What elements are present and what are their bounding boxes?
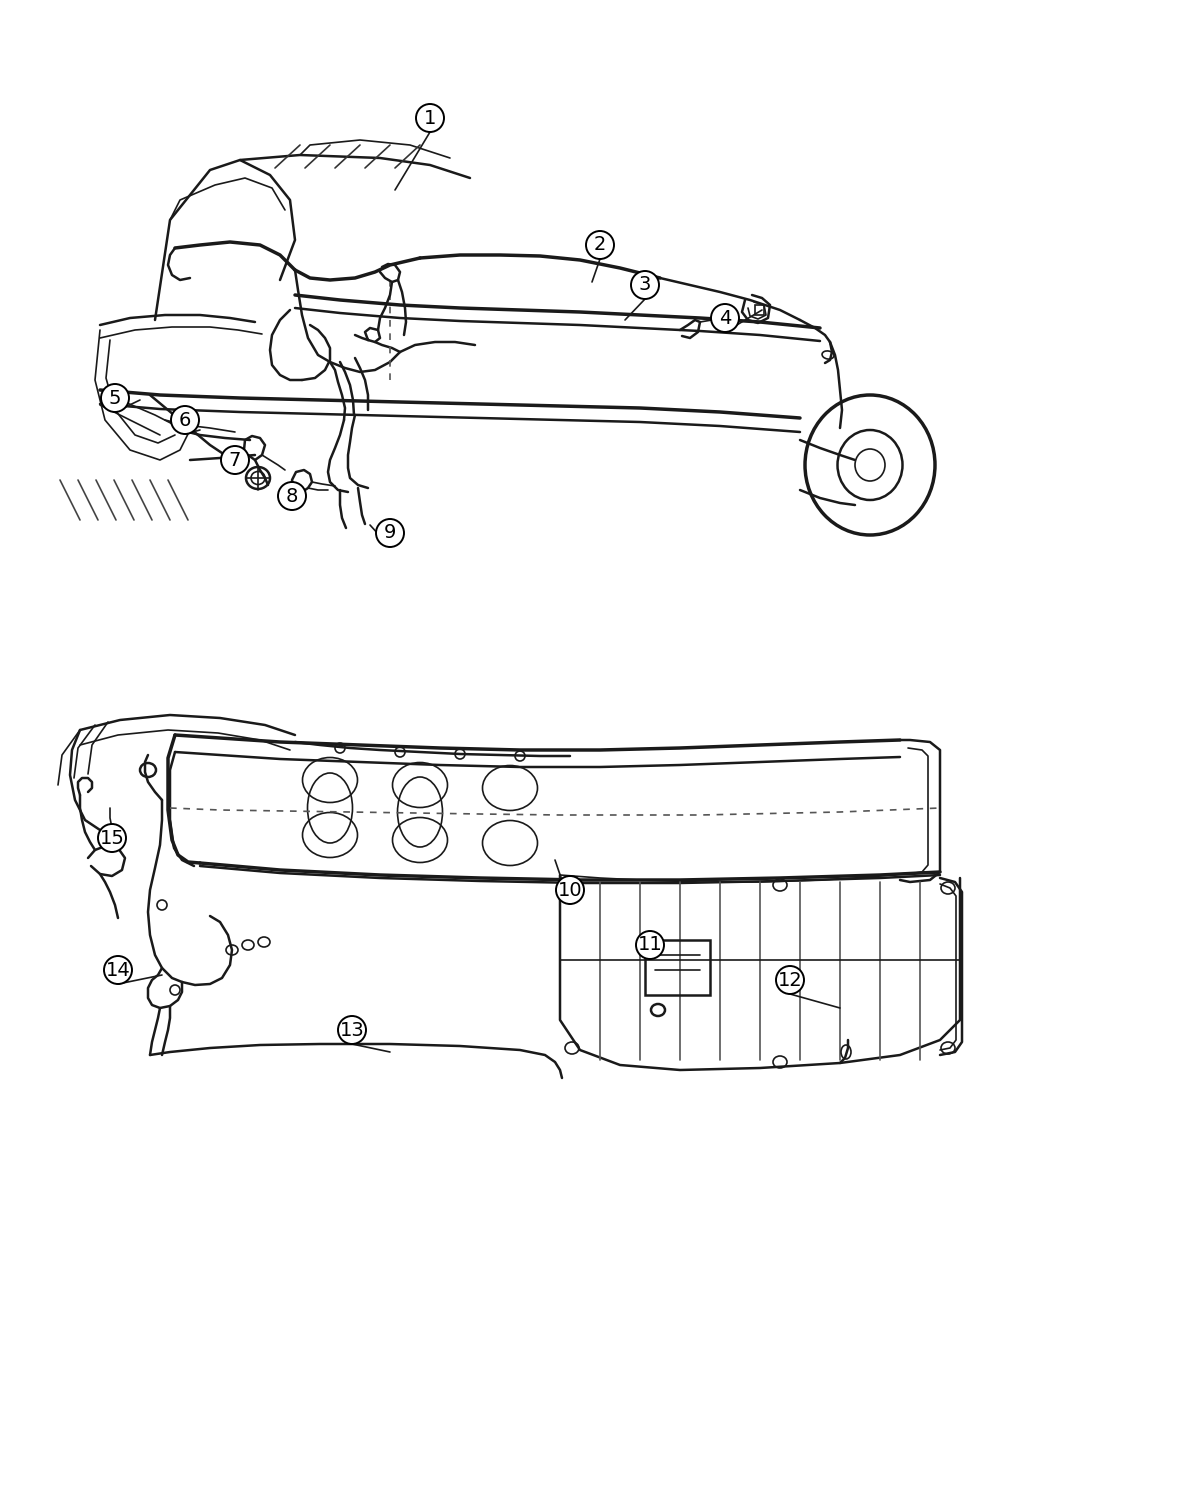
Text: 10: 10 [558,880,582,900]
Text: 12: 12 [778,970,803,990]
Circle shape [631,272,659,298]
Text: 15: 15 [100,828,125,848]
Circle shape [376,519,404,548]
Circle shape [278,482,306,510]
Circle shape [710,304,739,332]
Circle shape [172,406,199,433]
Text: 3: 3 [638,276,652,294]
Circle shape [104,956,132,984]
Text: 9: 9 [384,524,396,543]
Text: 2: 2 [594,236,606,255]
Text: 13: 13 [340,1020,365,1040]
Circle shape [556,876,584,904]
Text: 6: 6 [179,411,191,429]
Text: 8: 8 [286,486,298,506]
Circle shape [586,231,614,260]
Circle shape [98,824,126,852]
Text: 5: 5 [109,388,121,408]
Circle shape [221,446,250,474]
Circle shape [776,966,804,994]
Bar [755,304,764,315]
Text: 7: 7 [229,450,241,470]
Text: 4: 4 [719,309,731,327]
Bar [646,940,710,994]
Text: 14: 14 [106,960,131,980]
Circle shape [101,384,130,412]
Text: 1: 1 [424,108,436,128]
Text: 11: 11 [637,936,662,954]
Circle shape [416,104,444,132]
Circle shape [636,932,664,958]
Circle shape [338,1016,366,1044]
